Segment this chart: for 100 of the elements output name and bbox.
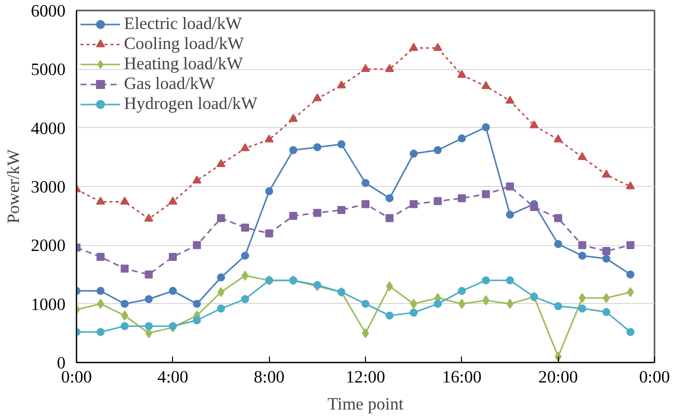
point: [192, 241, 201, 250]
y-tick-label: 5000: [30, 60, 66, 80]
point: [337, 140, 346, 148]
point: [289, 212, 298, 220]
point: [241, 252, 250, 260]
point: [96, 286, 105, 295]
point: [578, 304, 586, 313]
point: [626, 287, 634, 298]
point: [578, 152, 587, 160]
point: [361, 64, 370, 72]
x-tick-label: 0:00: [639, 368, 670, 386]
point: [626, 270, 634, 278]
point: [554, 240, 562, 248]
point: [458, 134, 466, 142]
point: [506, 210, 514, 219]
point: [482, 276, 490, 284]
point: [144, 295, 153, 304]
point: [362, 200, 370, 208]
point: [362, 178, 370, 187]
legend-label: Hydrogen load/kW: [124, 94, 258, 114]
point: [602, 254, 610, 263]
y-tick-label: 3000: [30, 178, 66, 196]
point: [554, 134, 563, 142]
y-tick-label: 1000: [30, 294, 66, 314]
point: [216, 159, 226, 168]
point: [289, 146, 298, 154]
point: [121, 310, 128, 321]
point: [288, 114, 298, 122]
point: [313, 143, 322, 152]
point: [434, 146, 442, 154]
point: [458, 194, 466, 202]
point: [386, 281, 394, 292]
x-tick-label: 20:00: [538, 368, 578, 386]
legend-label: Gas load/kW: [124, 74, 215, 94]
point: [96, 328, 105, 336]
point: [434, 197, 442, 206]
point: [602, 292, 610, 303]
point: [410, 298, 418, 309]
point: [336, 80, 346, 88]
point: [386, 312, 394, 320]
x-tick-label: 12:00: [346, 368, 386, 386]
point: [312, 93, 322, 102]
x-tick-label: 4:00: [157, 368, 188, 386]
point: [530, 120, 539, 128]
point: [482, 123, 490, 132]
point: [168, 196, 178, 205]
point: [241, 224, 250, 232]
point: [386, 214, 394, 222]
point: [410, 308, 418, 317]
x-tick-label: 8:00: [254, 368, 285, 386]
point: [217, 214, 225, 222]
x-axis-title: Time point: [328, 394, 404, 414]
point: [313, 208, 322, 217]
point: [410, 200, 418, 208]
point: [144, 214, 154, 222]
point: [241, 295, 250, 304]
point: [217, 273, 225, 282]
point: [96, 252, 105, 261]
point: [265, 229, 274, 238]
point: [433, 42, 442, 51]
point: [120, 264, 129, 273]
point: [144, 322, 153, 330]
point: [337, 206, 346, 214]
point: [458, 286, 466, 295]
point: [265, 187, 274, 196]
point: [97, 298, 104, 309]
point: [168, 252, 177, 261]
point: [506, 96, 514, 104]
point: [168, 286, 177, 295]
point: [482, 295, 490, 306]
legend-label: Electric load/kW: [124, 14, 242, 34]
point: [120, 196, 130, 205]
point: [578, 241, 586, 250]
point: [506, 276, 514, 284]
point: [626, 328, 634, 336]
point: [96, 196, 106, 205]
legend-label: Cooling load/kW: [124, 34, 244, 54]
point: [192, 176, 202, 184]
point: [458, 298, 466, 309]
point: [626, 181, 635, 190]
point: [506, 182, 514, 190]
legend-label: Heating load/kW: [124, 54, 243, 74]
point: [120, 300, 129, 308]
point: [481, 81, 490, 89]
point: [409, 42, 418, 51]
point: [240, 143, 250, 152]
x-tick-label: 16:00: [442, 368, 482, 386]
point: [602, 308, 610, 316]
point: [192, 300, 201, 308]
point: [144, 270, 153, 278]
point: [120, 322, 129, 330]
point: [530, 203, 538, 212]
y-axis-title: Power/kW: [4, 148, 23, 224]
point: [457, 70, 466, 78]
point: [217, 304, 225, 313]
point: [362, 300, 370, 308]
point: [264, 134, 274, 142]
y-tick-label: 4000: [30, 118, 66, 138]
point: [242, 270, 249, 281]
point: [602, 247, 610, 256]
